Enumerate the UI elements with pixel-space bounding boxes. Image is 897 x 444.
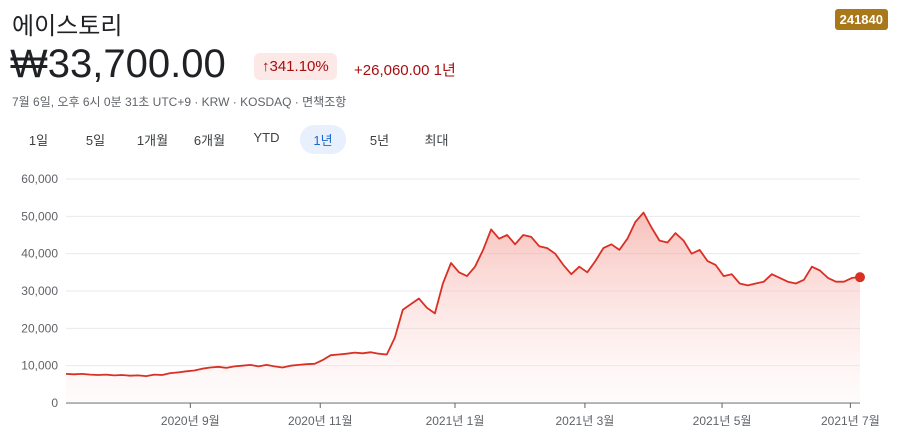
range-tab[interactable]: 최대 (424, 133, 449, 148)
y-tick-label: 50,000 (21, 209, 58, 223)
x-tick-label: 2021년 3월 (556, 414, 615, 428)
range-tab[interactable]: 6개월 (193, 133, 226, 148)
y-tick-label: 30,000 (21, 284, 58, 298)
x-tick-label: 2021년 1월 (426, 414, 485, 428)
x-tick-label: 2020년 9월 (161, 414, 220, 428)
y-tick-label: 20,000 (21, 321, 58, 335)
range-tab[interactable]: 1개월 (136, 133, 169, 148)
y-tick-label: 40,000 (21, 247, 58, 261)
ticker: 241840 (834, 9, 888, 30)
area-fill (66, 212, 860, 403)
change-pct: 341.10% (269, 58, 329, 75)
change-period: 1년 (433, 62, 456, 79)
range-tab[interactable]: 1일 (28, 133, 49, 148)
company-name: 에이스토리 (12, 13, 123, 40)
end-dot (855, 272, 865, 283)
price: ₩33,700.00 (10, 42, 226, 86)
y-tick-label: 60,000 (21, 172, 58, 186)
change-badge: ↑341.10% (254, 53, 337, 80)
price-line (65, 211, 861, 377)
x-tick-label: 2021년 7월 (821, 414, 880, 428)
range-tab[interactable]: YTD (253, 130, 280, 145)
x-tick-label: 2020년 11월 (288, 414, 353, 428)
range-tab[interactable]: 1년 (300, 125, 346, 154)
change-abs: +26,060.00 (354, 62, 430, 79)
change: +26,060.00 1년 (354, 59, 456, 80)
range-tab[interactable]: 5일 (85, 133, 106, 148)
range-tab[interactable]: 5년 (369, 133, 390, 148)
arrow-icon: ↑ (262, 58, 270, 75)
subtitle: 7월 6일, 오후 6시 0분 31초 UTC+9 · KRW · KOSDAQ… (12, 95, 347, 109)
x-tick-label: 2021년 5월 (693, 414, 752, 428)
range-tabs: 1일 5일 1개월 6개월 YTD 1년 5년 최대 (10, 125, 465, 154)
y-tick-label: 0 (51, 396, 58, 410)
y-tick-label: 10,000 (21, 359, 58, 373)
